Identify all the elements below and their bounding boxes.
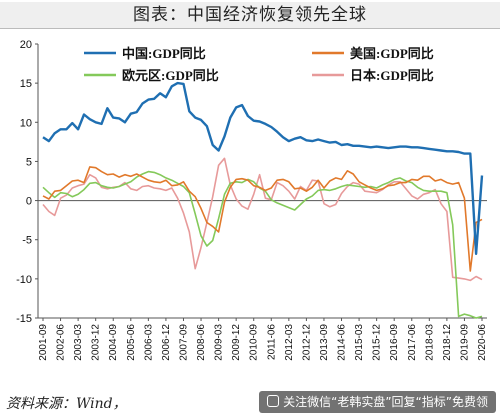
x-tick-label: 2003-03 <box>73 324 84 361</box>
x-tick-label: 2003-12 <box>91 324 102 361</box>
x-tick-label: 2010-09 <box>249 324 260 361</box>
x-tick-label: 2014-06 <box>337 324 348 361</box>
y-tick-label: -10 <box>16 274 32 286</box>
y-tick-label: 0 <box>26 196 32 208</box>
legend-label: 美国:GDP同比 <box>350 46 434 61</box>
x-tick-label: 2019-09 <box>459 324 470 361</box>
legend-label: 中国:GDP同比 <box>122 46 206 61</box>
chat-icon <box>267 395 280 407</box>
x-tick-label: 2006-03 <box>143 324 154 361</box>
x-tick-label: 2018-03 <box>424 324 435 361</box>
series-line <box>42 81 484 256</box>
line-chart: -15 -10 -5 0 5 10 15 20 2001-09 2002-06 2003-03 200… <box>16 39 488 361</box>
y-tick-label: 5 <box>26 156 32 168</box>
x-tick-label: 2004-09 <box>108 324 119 361</box>
y-tick-label: -15 <box>16 313 32 325</box>
x-tick-label: 2009-12 <box>231 324 242 361</box>
y-tick-label: 20 <box>20 39 32 51</box>
legend-label: 日本:GDP同比 <box>350 68 434 83</box>
x-tick-label: 2002-06 <box>56 324 67 361</box>
x-tick-label: 2005-06 <box>126 324 137 361</box>
title-divider <box>0 28 500 29</box>
y-tick-label: -5 <box>22 235 32 247</box>
x-tick-label: 2018-12 <box>442 324 453 361</box>
x-tick-label: 2007-09 <box>178 324 189 361</box>
promo-banner[interactable]: 关注微信“老韩实盘”回复“指标”免费领 <box>259 391 496 413</box>
legend-label: 欧元区:GDP同比 <box>122 68 219 83</box>
x-tick-label: 2016-09 <box>389 324 400 361</box>
series-line <box>42 166 483 272</box>
y-tick-label: 10 <box>20 117 32 129</box>
x-tick-label: 2013-09 <box>319 324 330 361</box>
x-tick-label: 2001-09 <box>38 324 49 361</box>
x-tick-label: 2012-03 <box>284 324 295 361</box>
chart-title: 图表：中国经济恢复领先全球 <box>0 2 500 28</box>
source-note: 资料来源：Wind， <box>6 396 127 412</box>
x-tick-label: 2020-06 <box>477 324 488 361</box>
x-tick-label: 2011-06 <box>266 324 277 360</box>
series-line <box>42 157 483 282</box>
x-tick-label: 2015-12 <box>372 324 383 361</box>
x-tick-label: 2012-12 <box>301 324 312 361</box>
footer: 资料来源：Wind， 关注微信“老韩实盘”回复“指标”免费领 <box>0 387 500 417</box>
series-line <box>42 170 483 319</box>
x-tick-label: 2009-03 <box>214 324 225 361</box>
x-tick-label: 2006-12 <box>161 324 172 361</box>
promo-text: 关注微信“老韩实盘”回复“指标”免费领 <box>283 395 488 409</box>
x-tick-label: 2017-06 <box>407 324 418 361</box>
x-tick-label: 2015-03 <box>354 324 365 361</box>
x-tick-label: 2008-06 <box>196 324 207 361</box>
y-tick-label: 15 <box>20 78 32 90</box>
